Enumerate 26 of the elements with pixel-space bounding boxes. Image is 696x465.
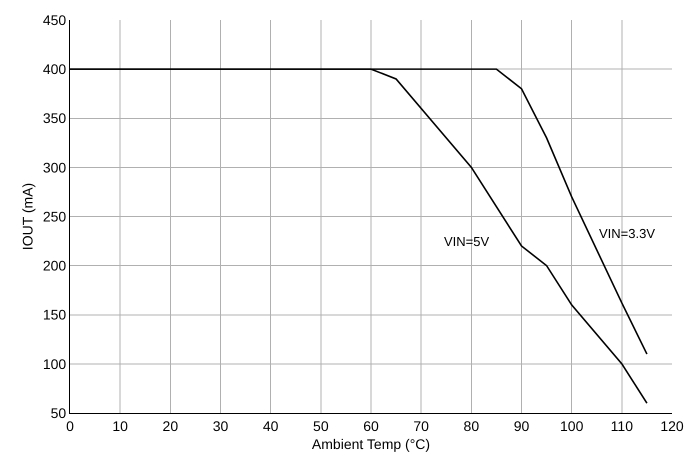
series-label: VIN=5V <box>444 234 490 249</box>
y-tick-label: 100 <box>42 356 66 372</box>
y-tick-label: 250 <box>42 208 66 224</box>
x-tick-label: 90 <box>514 418 530 434</box>
x-tick-label: 10 <box>112 418 128 434</box>
x-tick-label: 100 <box>560 418 584 434</box>
x-tick-label: 50 <box>313 418 329 434</box>
x-tick-label: 30 <box>212 418 228 434</box>
series-label: VIN=3.3V <box>599 226 656 241</box>
y-tick-label: 200 <box>42 258 66 274</box>
y-tick-label: 150 <box>42 306 66 323</box>
x-tick-label: 70 <box>413 418 430 434</box>
y-tick-label: 300 <box>42 159 66 176</box>
y-tick-label: 350 <box>42 110 66 126</box>
x-tick-label: 80 <box>464 418 480 434</box>
x-tick-label: 110 <box>610 418 634 434</box>
y-tick-label: 450 <box>42 12 66 28</box>
x-axis-title: Ambient Temp (°C) <box>312 436 430 452</box>
x-tick-label: 120 <box>660 418 684 434</box>
x-tick-label: 40 <box>262 418 279 434</box>
y-axis-title: IOUT (mA) <box>19 182 36 250</box>
x-tick-label: 60 <box>363 418 379 434</box>
y-tick-label: 400 <box>42 61 66 78</box>
x-tick-label: 20 <box>162 418 178 434</box>
x-tick-label: 0 <box>66 418 74 434</box>
y-tick-label: 50 <box>50 404 66 421</box>
